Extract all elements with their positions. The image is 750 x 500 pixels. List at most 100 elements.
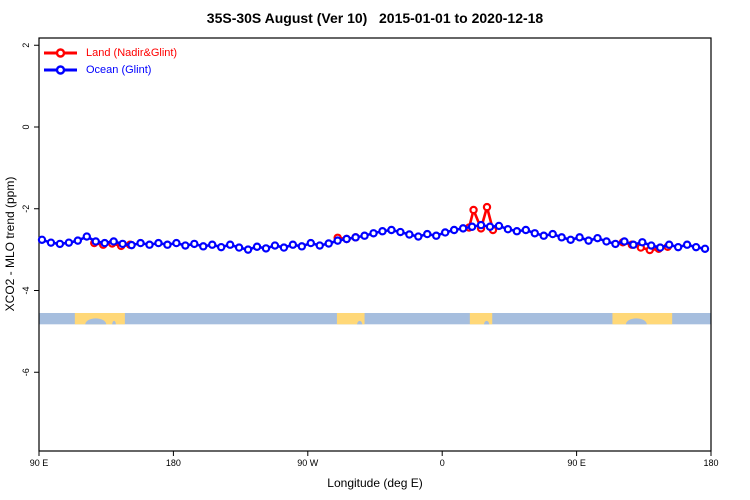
land-patch bbox=[336, 312, 365, 325]
plot-border bbox=[38, 37, 712, 452]
ocean-point bbox=[279, 243, 289, 252]
ocean-point bbox=[485, 222, 495, 231]
ocean-point bbox=[252, 242, 262, 251]
y-tick-label: -4 bbox=[21, 286, 31, 294]
ocean-point bbox=[109, 237, 118, 246]
ocean-point bbox=[351, 233, 360, 242]
ocean-point bbox=[691, 242, 701, 252]
land-patch bbox=[612, 312, 673, 325]
x-tick-label: 90 E bbox=[567, 458, 586, 468]
ocean-point bbox=[64, 238, 74, 247]
y-tick-label: 0 bbox=[21, 124, 31, 129]
ocean-point bbox=[611, 239, 620, 249]
ocean-point bbox=[208, 240, 217, 249]
ocean-point bbox=[369, 229, 378, 238]
ocean-point bbox=[91, 237, 100, 246]
ocean-point bbox=[432, 231, 441, 240]
y-tick-label: -6 bbox=[21, 368, 31, 376]
ocean-point bbox=[37, 235, 47, 245]
ocean-point bbox=[494, 221, 504, 231]
coast-notch bbox=[112, 320, 116, 325]
y-axis-label: XCO2 - MLO trend (ppm) bbox=[3, 176, 17, 312]
land-point bbox=[469, 205, 478, 215]
ocean-point bbox=[190, 239, 199, 249]
ocean-point bbox=[55, 239, 65, 249]
ocean-point bbox=[566, 235, 575, 245]
ocean-point bbox=[584, 236, 593, 245]
ocean-point bbox=[467, 222, 477, 231]
ocean-point bbox=[46, 238, 56, 247]
coast-notch bbox=[625, 318, 647, 325]
ocean-point bbox=[225, 240, 235, 249]
x-tick-label: 0 bbox=[440, 458, 445, 468]
ocean-point bbox=[458, 224, 468, 233]
legend-item-ocean: Ocean (Glint) bbox=[44, 61, 177, 78]
ocean-point bbox=[440, 228, 450, 237]
ocean-point bbox=[620, 237, 629, 246]
ocean-point bbox=[557, 233, 566, 242]
ocean-legend-glyph bbox=[44, 64, 77, 75]
land-patch bbox=[74, 312, 125, 325]
ocean-point bbox=[315, 241, 324, 250]
ocean-point bbox=[73, 236, 83, 245]
ocean-point bbox=[629, 240, 638, 249]
ocean-point bbox=[512, 227, 522, 236]
ocean-point bbox=[154, 238, 163, 248]
ocean-point bbox=[656, 243, 665, 252]
x-axis-label: Longitude (deg E) bbox=[327, 476, 423, 490]
y-axis: 2 0 -2 -4 -6 bbox=[21, 43, 39, 376]
ocean-point bbox=[82, 232, 91, 241]
x-tick-label: 180 bbox=[703, 458, 718, 468]
ocean-point bbox=[405, 230, 414, 239]
ocean-point bbox=[306, 238, 315, 248]
ocean-point bbox=[324, 239, 333, 248]
ocean-land-strip bbox=[39, 312, 711, 325]
ocean-point bbox=[199, 242, 208, 251]
ocean-point bbox=[664, 240, 674, 249]
legend-label-land: Land (Nadir&Glint) bbox=[86, 46, 178, 59]
y-tick-label: -2 bbox=[21, 205, 31, 213]
ocean-point bbox=[539, 231, 548, 240]
ocean-point bbox=[342, 234, 351, 244]
coast-notch bbox=[484, 320, 490, 325]
coast-notch bbox=[85, 318, 107, 325]
ocean-band bbox=[39, 312, 711, 325]
ocean-point bbox=[378, 227, 387, 236]
ocean-point bbox=[270, 241, 280, 250]
ocean-series bbox=[37, 220, 710, 254]
ocean-point bbox=[503, 224, 513, 234]
land-patch bbox=[469, 312, 493, 325]
land-legend-glyph bbox=[44, 47, 77, 58]
ocean-point bbox=[396, 227, 405, 237]
ocean-point bbox=[414, 232, 423, 241]
ocean-point bbox=[602, 237, 611, 246]
ocean-point bbox=[638, 238, 647, 247]
ocean-point bbox=[127, 240, 136, 250]
legend: Land (Nadir&Glint) Ocean (Glint) bbox=[44, 44, 177, 78]
ocean-point bbox=[593, 233, 602, 243]
ocean-point bbox=[476, 220, 486, 230]
land-point bbox=[482, 202, 492, 212]
ocean-point bbox=[521, 225, 531, 235]
ocean-point bbox=[333, 236, 342, 245]
ocean-point bbox=[530, 229, 539, 238]
ocean-point bbox=[118, 239, 127, 249]
legend-item-land: Land (Nadir&Glint) bbox=[44, 44, 177, 61]
y-tick-label: 2 bbox=[21, 43, 31, 48]
ocean-point bbox=[360, 231, 369, 240]
ocean-point bbox=[387, 225, 396, 235]
x-tick-label: 90 W bbox=[297, 458, 319, 468]
ocean-point bbox=[647, 241, 656, 250]
ocean-point bbox=[172, 238, 181, 248]
ocean-point bbox=[216, 242, 226, 252]
legend-label-ocean: Ocean (Glint) bbox=[86, 63, 152, 76]
ocean-point bbox=[136, 238, 145, 248]
x-tick-label: 90 E bbox=[30, 458, 49, 468]
ocean-point bbox=[234, 243, 244, 252]
ocean-point bbox=[261, 244, 271, 253]
ocean-point bbox=[163, 240, 172, 249]
ocean-point bbox=[682, 240, 692, 249]
ocean-point bbox=[449, 225, 459, 235]
ocean-point bbox=[243, 245, 253, 254]
